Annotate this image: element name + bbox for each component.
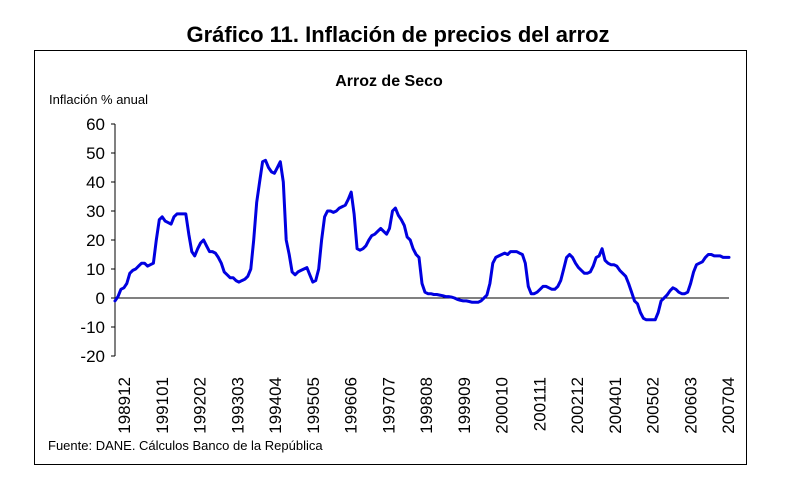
x-tick-label: 198912 [115, 377, 134, 434]
x-tick-label: 199303 [228, 377, 247, 434]
series-line-arroz-de-seco [113, 158, 731, 322]
x-tick-label: 199101 [153, 377, 172, 434]
x-tick-label: 200111 [530, 377, 549, 431]
figure-title: Gráfico 11. Inflación de precios del arr… [186, 22, 610, 47]
line-chart: Arroz de Seco Inflación % anual 60 50 40 30… [49, 73, 738, 434]
x-tick-label: 199202 [191, 377, 210, 434]
x-tick-label: 200401 [606, 377, 625, 434]
y-tick-label: 0 [96, 289, 105, 308]
y-axis: 60 50 40 30 20 10 0 -10 -20 [80, 115, 116, 366]
source-note: Fuente: DANE. Cálculos Banco de la Repúb… [48, 438, 323, 453]
x-tick-label: 199606 [342, 377, 361, 434]
x-tick-label: 199808 [417, 377, 436, 434]
y-tick-label: 30 [86, 202, 105, 221]
x-tick-label: 200502 [644, 377, 663, 434]
y-tick-label: -20 [80, 347, 105, 366]
chart-title: Arroz de Seco [335, 73, 443, 90]
x-tick-label: 199909 [455, 377, 474, 434]
y-tick-label: 60 [86, 115, 105, 134]
x-tick-label: 200603 [681, 377, 700, 434]
y-tick-label: -10 [80, 318, 105, 337]
y-axis-label: Inflación % anual [49, 92, 148, 107]
x-tick-label: 200010 [493, 377, 512, 434]
x-tick-label: 199707 [379, 377, 398, 434]
y-tick-label: 20 [86, 231, 105, 250]
y-tick-label: 10 [86, 260, 105, 279]
x-tick-label: 199505 [304, 377, 323, 434]
x-tick-label: 200704 [719, 377, 738, 434]
x-tick-label: 199404 [266, 377, 285, 434]
y-tick-label: 50 [86, 144, 105, 163]
y-tick-label: 40 [86, 173, 105, 192]
x-axis: 198912 199101 199202 199303 199404 199505 1996… [115, 377, 738, 434]
chart-frame: Arroz de Seco Inflación % anual 60 50 40 30… [34, 50, 747, 465]
x-tick-label: 200212 [568, 377, 587, 434]
series-group [113, 158, 731, 322]
